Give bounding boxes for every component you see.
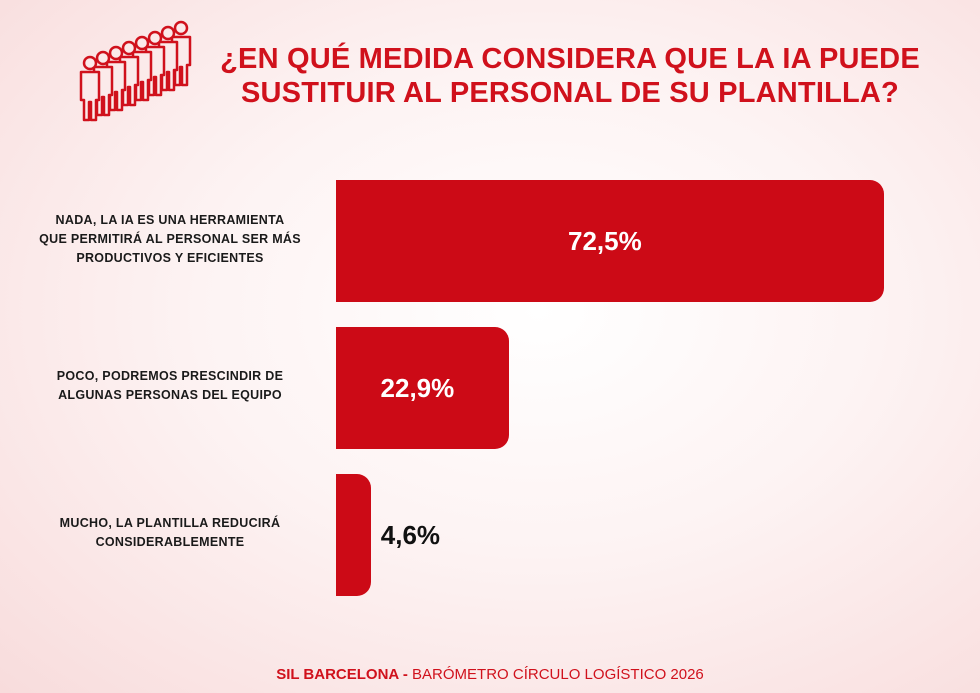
data-label: 4,6% — [380, 520, 441, 550]
person-figure — [79, 55, 101, 122]
chart-title: ¿EN QUÉ MEDIDA CONSIDERA QUE LA IA PUEDE… — [220, 43, 920, 109]
category-label: NADA, LA IA ES UNA HERRAMIENTA QUE PERMIT… — [39, 212, 301, 265]
bar — [336, 327, 510, 449]
people-queue-icon — [66, 8, 196, 128]
category-label: POCO, PODREMOS PRESCINDIR DE ALGUNAS PERS… — [56, 369, 284, 402]
bar — [336, 180, 884, 302]
data-label: 22,9% — [380, 373, 455, 403]
footer: SIL BARCELONA - BARÓMETRO CÍRCULO LOGÍST… — [0, 666, 980, 683]
bar — [336, 474, 371, 596]
footer-text: BARÓMETRO CÍRCULO LOGÍSTICO 2026 — [407, 666, 704, 683]
footer-brand: SIL BARCELONA - — [276, 666, 408, 683]
category-label: MUCHO, LA PLANTILLA REDUCIRÁ CONSIDERABLE… — [59, 516, 281, 549]
person-figure — [105, 45, 127, 112]
data-label: 72,5% — [568, 226, 642, 256]
